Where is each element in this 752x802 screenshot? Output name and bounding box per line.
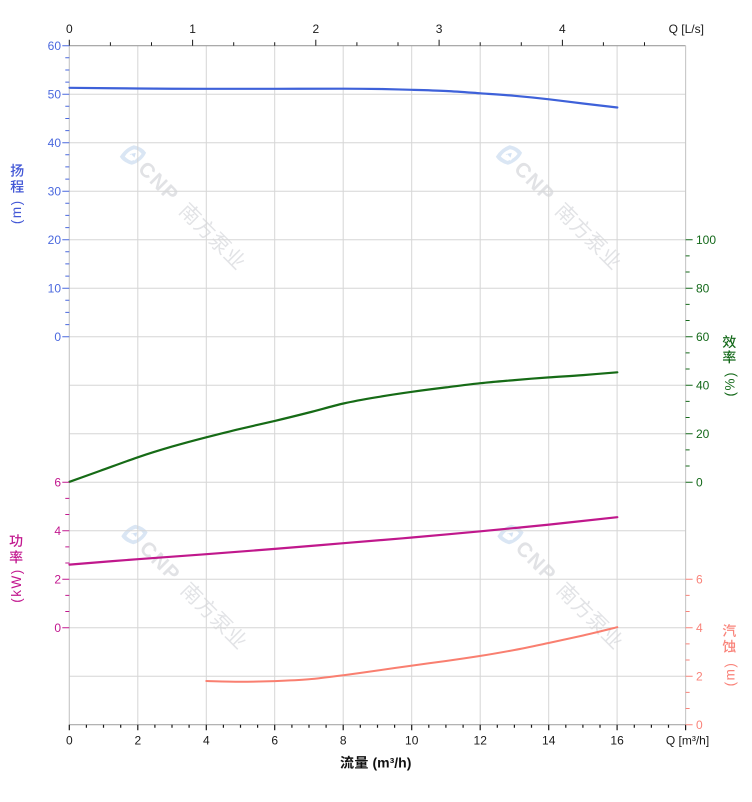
svg-text:8: 8	[340, 734, 347, 748]
svg-text:20: 20	[696, 427, 710, 441]
svg-text:6: 6	[54, 476, 61, 490]
svg-text:(m³/h): (m³/h)	[373, 755, 412, 771]
svg-text:30: 30	[48, 185, 62, 199]
svg-text:2: 2	[134, 734, 141, 748]
svg-text:12: 12	[474, 734, 488, 748]
svg-text:(m): (m)	[722, 662, 737, 687]
svg-text:2: 2	[54, 573, 61, 587]
svg-text:80: 80	[696, 282, 710, 296]
svg-text:Q [m³/h]: Q [m³/h]	[666, 734, 709, 748]
svg-text:100: 100	[696, 233, 716, 247]
svg-text:60: 60	[48, 39, 62, 53]
svg-text:4: 4	[54, 524, 61, 538]
svg-text:0: 0	[54, 330, 61, 344]
svg-text:40: 40	[696, 379, 710, 393]
svg-text:(m): (m)	[9, 199, 24, 224]
svg-text:10: 10	[405, 734, 419, 748]
svg-text:2: 2	[696, 670, 703, 684]
svg-text:16: 16	[610, 734, 624, 748]
svg-text:4: 4	[203, 734, 210, 748]
svg-text:Q [L/s]: Q [L/s]	[669, 22, 704, 36]
svg-text:0: 0	[66, 22, 73, 36]
svg-text:(%): (%)	[722, 371, 737, 397]
svg-text:0: 0	[696, 718, 703, 732]
svg-text:20: 20	[48, 233, 62, 247]
svg-text:0: 0	[54, 621, 61, 635]
svg-text:50: 50	[48, 88, 62, 102]
svg-text:1: 1	[189, 22, 196, 36]
svg-text:0: 0	[696, 476, 703, 490]
svg-text:10: 10	[48, 282, 62, 296]
svg-text:3: 3	[436, 22, 443, 36]
svg-text:(kW): (kW)	[9, 568, 24, 602]
svg-text:6: 6	[271, 734, 278, 748]
svg-text:60: 60	[696, 330, 710, 344]
svg-text:40: 40	[48, 136, 62, 150]
svg-text:14: 14	[542, 734, 556, 748]
svg-text:4: 4	[559, 22, 566, 36]
svg-text:4: 4	[696, 621, 703, 635]
svg-text:0: 0	[66, 734, 73, 748]
svg-text:6: 6	[696, 573, 703, 587]
svg-text:2: 2	[312, 22, 319, 36]
